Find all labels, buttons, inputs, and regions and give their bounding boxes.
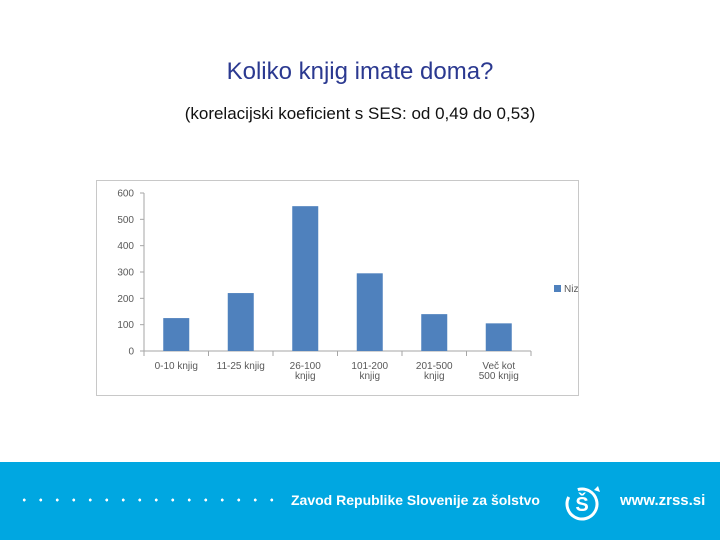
- website-url: www.zrss.si: [620, 492, 706, 509]
- x-tick-label: 11-25 knjig: [217, 361, 265, 372]
- slide-subtitle: (korelacijski koeficient s SES: od 0,49 …: [184, 104, 536, 123]
- y-tick-label: 100: [117, 320, 134, 331]
- x-tick-label: 201-500 knjig: [416, 361, 453, 382]
- bar: [227, 293, 254, 351]
- y-tick-label: 500: [117, 215, 134, 226]
- slide-title: Koliko knjig imate doma?: [226, 58, 494, 85]
- y-tick-label: 300: [117, 268, 134, 279]
- svg-text:Š: Š: [575, 492, 588, 516]
- y-tick-label: 400: [117, 241, 134, 252]
- bar: [292, 206, 319, 351]
- zrss-logo-icon: Š: [560, 482, 604, 526]
- bar: [421, 314, 448, 351]
- legend-swatch: [554, 285, 561, 292]
- bar-chart: 0 100 200 300 400 500 600 0-10 knjig 11-25 knjig…: [117, 189, 579, 383]
- footer-bar: Zavod Republike Slovenije za šolstvo Š w…: [0, 462, 720, 540]
- bar: [163, 318, 190, 351]
- x-tick-label: 26-100 knjig: [290, 361, 322, 382]
- bar: [485, 323, 512, 351]
- dotted-divider: [16, 496, 280, 504]
- y-tick-label: 200: [117, 294, 134, 305]
- x-tick-label: 101-200 knjig: [351, 361, 388, 382]
- organization-name: Zavod Republike Slovenije za šolstvo: [291, 492, 540, 508]
- y-tick-label: 600: [117, 189, 134, 200]
- x-tick-label: Več kot 500 knjig: [479, 361, 519, 382]
- chart-frame: [96, 180, 579, 396]
- x-tick-label: 0-10 knjig: [155, 361, 198, 372]
- legend-label: Niz1: [564, 284, 579, 295]
- y-tick-label: 0: [128, 347, 134, 358]
- bar: [356, 273, 383, 351]
